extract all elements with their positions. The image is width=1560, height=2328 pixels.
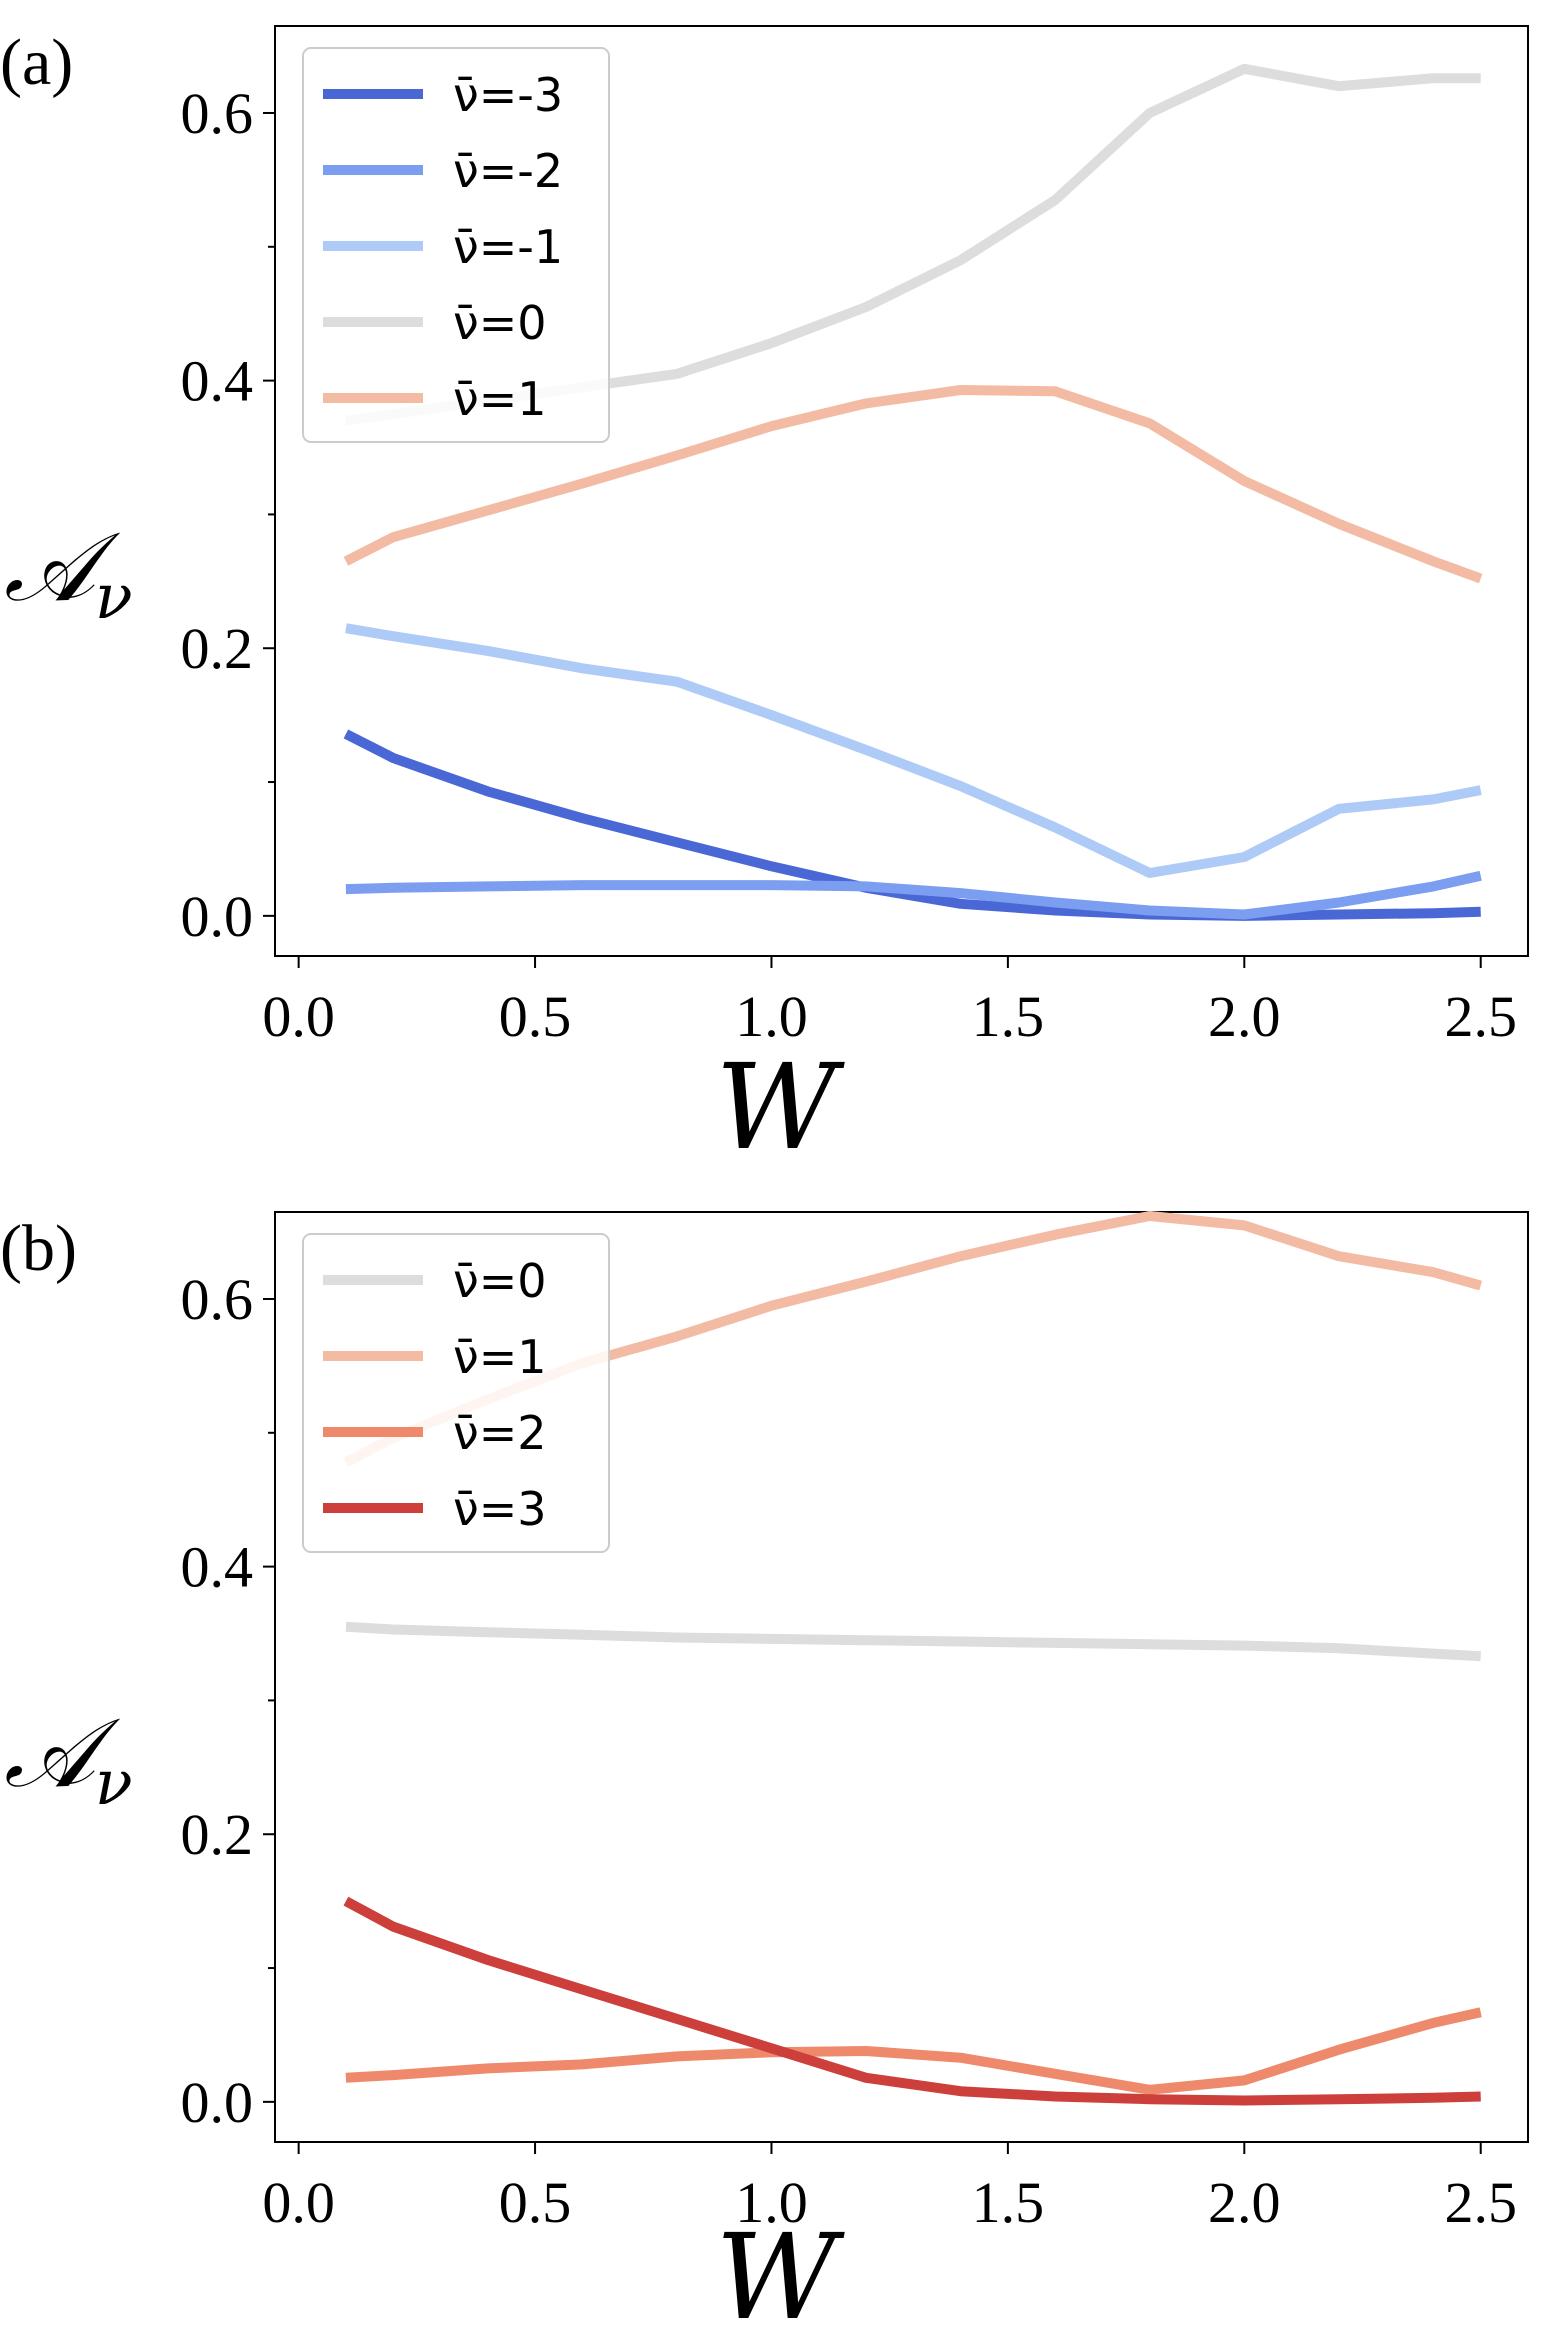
y-tick-label: 0.4	[181, 349, 254, 414]
x-tick-label: 1.0	[735, 984, 808, 1049]
x-tick-label: 1.0	[735, 2170, 808, 2235]
series-line-5	[343, 385, 1483, 584]
legend-label: ν̄=-2	[453, 144, 563, 198]
legend-label: ν̄=0	[453, 1254, 547, 1308]
legend-label: ν̄=1	[453, 372, 547, 426]
y-axis-label: 𝒜ν	[4, 511, 133, 633]
legend-label: ν̄=3	[453, 1482, 547, 1536]
legend-box	[302, 47, 610, 443]
series-line-4	[343, 1896, 1481, 2106]
legend-label: ν̄=-3	[453, 68, 563, 122]
chart-panel-1: 0.0 0.2 0.4 0.6 0.0 0.5 1.0 1.5 2.0 2.5 ν̄=-3 ν̄=-2…	[0, 25, 1529, 1176]
legend-label: ν̄=-1	[453, 220, 563, 274]
legend-label: ν̄=1	[453, 1330, 547, 1384]
x-tick-label: 2.0	[1208, 984, 1281, 1049]
y-axis-label-subscript: ν	[95, 560, 133, 633]
series-line-1	[345, 1621, 1481, 1662]
series-line-3	[345, 623, 1482, 878]
y-tick-label: 0.2	[181, 616, 254, 681]
legend-label: ν̄=2	[453, 1406, 547, 1460]
plot-frame	[274, 1211, 1529, 2143]
chart-panel-2: 0.0 0.2 0.4 0.6 0.0 0.5 1.0 1.5 2.0 2.5 ν̄=0 ν̄=1 ν̄…	[0, 1211, 1529, 2328]
series-line-2	[345, 870, 1482, 920]
y-tick-label: 0.2	[181, 1802, 254, 1867]
y-tick-label: 0.0	[181, 884, 254, 949]
series-line-3	[345, 2007, 1482, 2095]
y-axis-label-subscript: ν	[95, 1746, 133, 1819]
series-line-1	[343, 729, 1481, 921]
panel-label: (a)	[0, 26, 73, 99]
y-tick-label: 0.6	[181, 1267, 254, 1332]
panel-label: (b)	[0, 1212, 77, 1285]
x-tick-label: 2.5	[1444, 984, 1517, 1049]
x-tick-label: 2.0	[1208, 2170, 1281, 2235]
y-axis-label: 𝒜ν	[4, 1697, 133, 1819]
y-tick-label: 0.6	[181, 81, 254, 146]
y-tick-label: 0.0	[181, 2070, 254, 2135]
legend-label: ν̄=0	[453, 296, 547, 350]
x-tick-label: 1.5	[972, 984, 1045, 1049]
x-tick-label: 2.5	[1444, 2170, 1517, 2235]
x-tick-label: 0.5	[499, 2170, 572, 2235]
x-axis-label: W	[716, 2208, 846, 2328]
x-tick-label: 0.0	[262, 2170, 335, 2235]
x-tick-label: 0.5	[499, 984, 572, 1049]
x-tick-label: 0.0	[262, 984, 335, 1049]
plot-frame	[274, 25, 1529, 957]
x-tick-label: 1.5	[972, 2170, 1045, 2235]
y-tick-label: 0.4	[181, 1535, 254, 1600]
legend-box	[302, 1233, 610, 1553]
x-axis-label: W	[716, 1038, 846, 1176]
